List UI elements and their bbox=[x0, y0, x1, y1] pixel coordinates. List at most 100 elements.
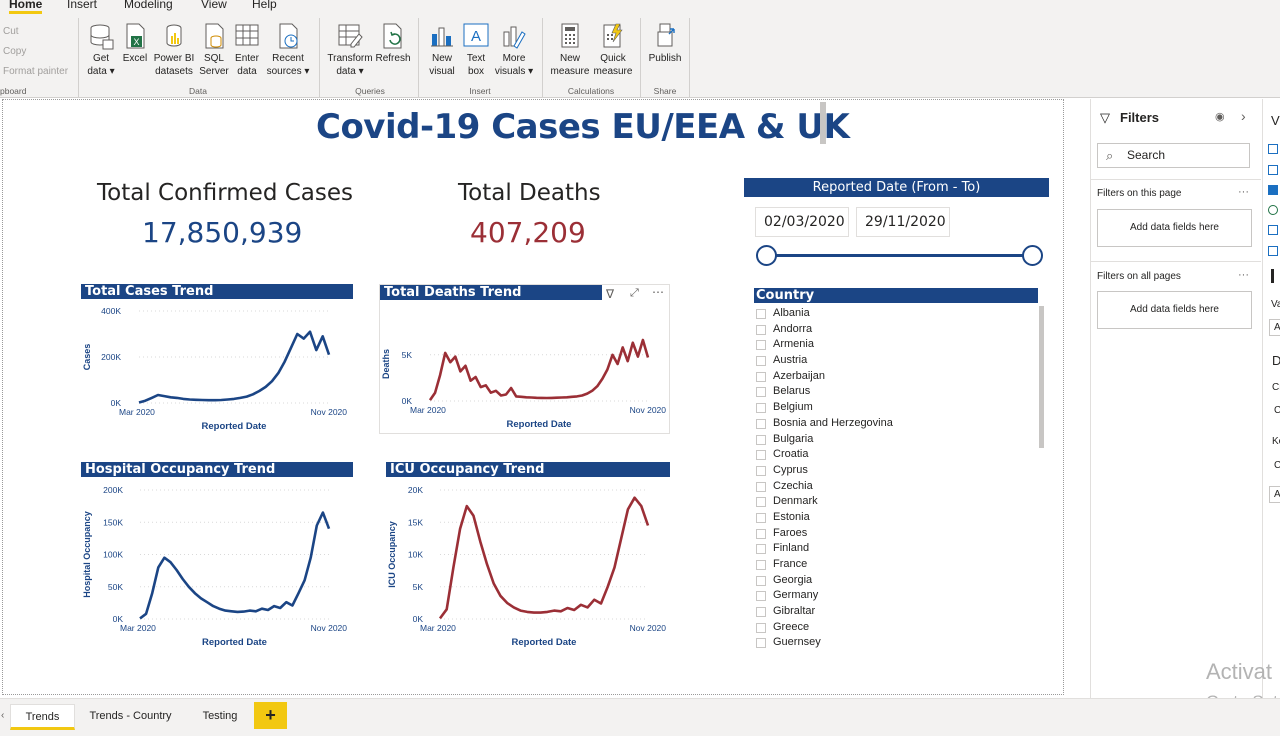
menu-tab-modeling[interactable]: Modeling bbox=[124, 0, 173, 11]
country-item[interactable]: Armenia bbox=[754, 337, 1044, 353]
format-painter-button[interactable]: Format painter bbox=[3, 66, 69, 77]
checkbox[interactable] bbox=[756, 465, 766, 476]
country-item[interactable]: Greece bbox=[754, 620, 1044, 636]
visual-type-icon[interactable] bbox=[1268, 165, 1278, 175]
total-cases-trend-chart[interactable]: 0K 200K 400K Mar 2020 Nov 2020 Reported Date C… bbox=[81, 284, 353, 434]
country-item[interactable]: Austria bbox=[754, 353, 1044, 369]
checkbox[interactable] bbox=[756, 340, 766, 351]
page-tab-testing[interactable]: Testing bbox=[188, 704, 252, 730]
focus-mode-icon[interactable]: ⤢ bbox=[630, 287, 639, 299]
checkbox[interactable] bbox=[756, 387, 766, 398]
more-options-icon[interactable]: ··· bbox=[1238, 269, 1249, 281]
visual-type-icon[interactable] bbox=[1268, 144, 1278, 154]
publish-button[interactable]: Publish bbox=[646, 22, 684, 65]
page-tab-trends-country[interactable]: Trends - Country bbox=[80, 704, 181, 730]
all-pages-filters-drop-zone[interactable]: Add data fields here bbox=[1097, 291, 1252, 329]
date-from-input[interactable]: 02/03/2020 bbox=[755, 207, 849, 237]
checkbox[interactable] bbox=[756, 622, 766, 633]
checkbox[interactable] bbox=[756, 544, 766, 555]
chevron-right-icon[interactable]: › bbox=[1241, 108, 1246, 124]
visual-type-icon[interactable] bbox=[1268, 205, 1278, 215]
country-item[interactable]: Denmark bbox=[754, 494, 1044, 510]
country-item[interactable]: Germany bbox=[754, 588, 1044, 604]
new-visual-button[interactable]: New visual bbox=[426, 22, 458, 78]
country-item[interactable]: Czechia bbox=[754, 479, 1044, 495]
checkbox[interactable] bbox=[756, 324, 766, 335]
checkbox[interactable] bbox=[756, 418, 766, 429]
checkbox[interactable] bbox=[756, 481, 766, 492]
checkbox[interactable] bbox=[756, 371, 766, 382]
checkbox[interactable] bbox=[756, 575, 766, 586]
slider-handle-to[interactable] bbox=[1022, 245, 1043, 266]
checkbox[interactable] bbox=[756, 309, 766, 319]
date-range-slider[interactable] bbox=[766, 254, 1032, 257]
country-item[interactable]: Bulgaria bbox=[754, 432, 1044, 448]
menu-tab-help[interactable]: Help bbox=[252, 0, 277, 11]
checkbox[interactable] bbox=[756, 434, 766, 445]
country-item[interactable]: Gibraltar bbox=[754, 604, 1044, 620]
country-item[interactable]: Georgia bbox=[754, 573, 1044, 589]
page-tab-trends[interactable]: Trends bbox=[10, 704, 75, 730]
more-visuals-button[interactable]: More visuals ▾ bbox=[493, 22, 535, 78]
checkbox[interactable] bbox=[756, 638, 766, 649]
country-item[interactable]: France bbox=[754, 557, 1044, 573]
country-item[interactable]: Faroes bbox=[754, 526, 1044, 542]
filters-search-input[interactable]: Search bbox=[1097, 143, 1250, 168]
country-item[interactable]: Cyprus bbox=[754, 463, 1044, 479]
add-page-button[interactable]: + bbox=[254, 702, 287, 729]
checkbox[interactable] bbox=[756, 497, 766, 508]
menu-tab-view[interactable]: View bbox=[201, 0, 227, 11]
country-item[interactable]: Finland bbox=[754, 541, 1044, 557]
icu-occupancy-trend-chart[interactable]: 0K 5K 10K 15K 20K Mar 2020 Nov 2020 Reported Da… bbox=[386, 462, 670, 652]
checkbox[interactable] bbox=[756, 512, 766, 523]
more-options-icon[interactable]: ⋯ bbox=[652, 285, 664, 299]
checkbox[interactable] bbox=[756, 356, 766, 367]
checkbox[interactable] bbox=[756, 560, 766, 570]
total-deaths-trend-chart[interactable]: 0K 5K Mar 2020 Nov 2020 Reported Date Deaths … bbox=[379, 284, 670, 434]
country-item[interactable]: Estonia bbox=[754, 510, 1044, 526]
visual-type-icon[interactable] bbox=[1268, 246, 1278, 256]
filter-icon[interactable]: ∇ bbox=[606, 287, 615, 301]
cut-button[interactable]: Cut bbox=[3, 26, 19, 37]
text-box-button[interactable]: A Text box bbox=[462, 22, 490, 78]
checkbox[interactable] bbox=[756, 591, 766, 602]
country-item[interactable]: Azerbaijan bbox=[754, 369, 1044, 385]
checkbox[interactable] bbox=[756, 403, 766, 414]
country-item[interactable]: Belarus bbox=[754, 384, 1044, 400]
checkbox[interactable] bbox=[756, 528, 766, 539]
new-measure-button[interactable]: New measure bbox=[549, 22, 591, 78]
country-item[interactable]: Bosnia and Herzegovina bbox=[754, 416, 1044, 432]
excel-button[interactable]: X Excel bbox=[121, 22, 149, 65]
quick-measure-button[interactable]: Quick measure bbox=[592, 22, 634, 78]
chevron-left-icon[interactable]: ‹ bbox=[1, 710, 5, 721]
more-options-icon[interactable]: ··· bbox=[1238, 186, 1249, 198]
refresh-button[interactable]: Refresh bbox=[374, 22, 412, 65]
country-item[interactable]: Albania bbox=[754, 306, 1044, 322]
country-list[interactable]: Albania Andorra Armenia Austria Azerbaijan Be… bbox=[754, 306, 1044, 654]
menu-tab-insert[interactable]: Insert bbox=[67, 0, 98, 11]
visual-type-icon[interactable] bbox=[1271, 269, 1274, 283]
country-item[interactable]: Belgium bbox=[754, 400, 1044, 416]
visual-type-icon[interactable] bbox=[1268, 225, 1278, 235]
country-item[interactable]: Guernsey bbox=[754, 635, 1044, 651]
country-item[interactable]: Croatia bbox=[754, 447, 1044, 463]
sql-server-button[interactable]: SQL Server bbox=[199, 22, 229, 78]
transform-data-button[interactable]: Transform data ▾ bbox=[326, 22, 374, 78]
powerbi-datasets-button[interactable]: Power BI datasets bbox=[152, 22, 196, 78]
visualizations-pane[interactable]: V Va A D Cr C Ke C Ac bbox=[1262, 99, 1280, 699]
menu-tab-home[interactable]: Home bbox=[9, 0, 43, 14]
country-item[interactable]: Andorra bbox=[754, 322, 1044, 338]
date-to-input[interactable]: 29/11/2020 bbox=[856, 207, 950, 237]
checkbox[interactable] bbox=[756, 450, 766, 461]
recent-sources-button[interactable]: Recent sources ▾ bbox=[265, 22, 311, 78]
eye-icon[interactable]: ◉ bbox=[1215, 111, 1225, 123]
enter-data-button[interactable]: Enter data bbox=[232, 22, 262, 78]
slider-handle-from[interactable] bbox=[756, 245, 777, 266]
get-data-button[interactable]: Get data ▾ bbox=[84, 22, 118, 78]
checkbox[interactable] bbox=[756, 607, 766, 618]
hospital-occupancy-trend-chart[interactable]: 0K 50K 100K 150K 200K Mar 2020 Nov 2020 Reporte… bbox=[81, 462, 353, 652]
country-scrollbar[interactable] bbox=[1039, 306, 1044, 448]
page-filters-drop-zone[interactable]: Add data fields here bbox=[1097, 209, 1252, 247]
copy-button[interactable]: Copy bbox=[3, 46, 27, 57]
visual-type-icon[interactable] bbox=[1268, 185, 1278, 195]
